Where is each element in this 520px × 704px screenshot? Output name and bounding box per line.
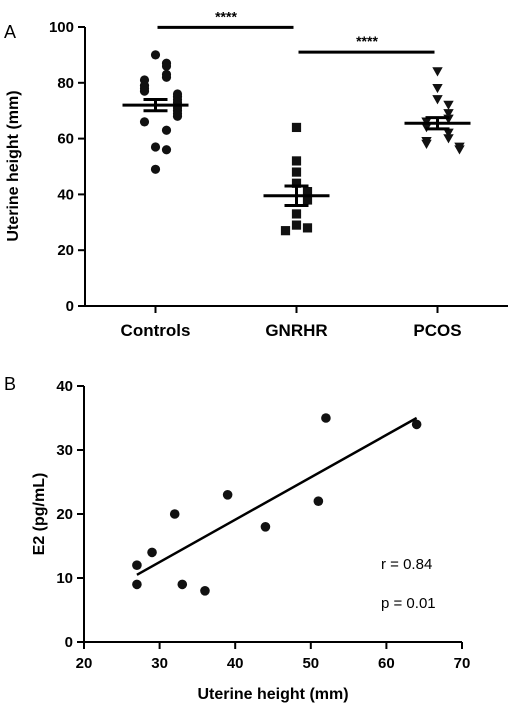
panel-a-point bbox=[443, 109, 454, 119]
annotation-r: r = 0.84 bbox=[381, 556, 432, 573]
panel-a-point bbox=[454, 145, 465, 155]
panel-b-point bbox=[132, 579, 142, 590]
panel-a-significance-label: **** bbox=[356, 33, 378, 49]
panel-b-point bbox=[147, 547, 157, 558]
panel-b-x-tick-label: 30 bbox=[151, 655, 168, 672]
panel-a-category-label: GNRHR bbox=[265, 321, 327, 340]
panel-a-y-tick-label: 100 bbox=[49, 19, 74, 36]
panel-a-y-axis-title: Uterine height (mm) bbox=[5, 90, 22, 241]
panel-a-point bbox=[443, 100, 454, 110]
panel-a-point bbox=[302, 187, 313, 197]
panel-a-point bbox=[161, 72, 172, 82]
panel-a-point bbox=[139, 86, 150, 96]
panel-a-point bbox=[432, 83, 443, 94]
panel-letter-a: A bbox=[4, 22, 16, 42]
panel-a-point bbox=[432, 67, 443, 77]
panel-a-point bbox=[302, 195, 313, 205]
panel-a-significance-label: **** bbox=[215, 8, 237, 24]
panel-b: 0 10 20 30 40 20 30 40 50 60 70 bbox=[56, 378, 470, 672]
panel-a-y-tick-label: 0 bbox=[66, 298, 74, 315]
panel-a-point bbox=[432, 95, 443, 105]
panel-a-y-tick-label: 40 bbox=[57, 186, 74, 203]
panel-a-point bbox=[291, 156, 302, 166]
panel-a-y-tick-label: 80 bbox=[57, 75, 74, 92]
panel-b-point bbox=[260, 522, 271, 532]
panel-b-y-tick-label: 40 bbox=[56, 378, 73, 395]
panel-b-point bbox=[411, 419, 422, 430]
panel-b-point bbox=[169, 509, 180, 519]
panel-a-point bbox=[172, 111, 183, 121]
panel-b-point bbox=[177, 579, 188, 590]
panel-b-point bbox=[313, 496, 324, 507]
panel-a-point bbox=[139, 117, 150, 127]
panel-b-x-tick-label: 70 bbox=[454, 655, 471, 672]
panel-b-x-tick-label: 50 bbox=[302, 655, 319, 672]
panel-a-point bbox=[150, 50, 161, 60]
panel-a-point bbox=[161, 61, 172, 71]
panel-letter-b: B bbox=[4, 374, 16, 394]
panel-b-x-tick-label: 40 bbox=[227, 655, 244, 672]
panel-a-y-tick-label: 60 bbox=[57, 131, 74, 148]
panel-a-point bbox=[280, 226, 291, 236]
panel-a-point bbox=[443, 134, 454, 144]
panel-a-point bbox=[421, 139, 432, 149]
panel-a-y-tick-label: 20 bbox=[57, 242, 74, 259]
panel-a-point bbox=[161, 125, 172, 135]
panel-a-point bbox=[291, 178, 302, 188]
panel-a-point bbox=[291, 167, 302, 177]
panel-b-point bbox=[200, 586, 210, 596]
panel-b-y-tick-label: 30 bbox=[56, 442, 73, 459]
annotation-p: p = 0.01 bbox=[381, 595, 436, 612]
panel-a-category-label: Controls bbox=[121, 321, 191, 340]
panel-b-x-tick-label: 20 bbox=[76, 655, 93, 672]
panel-a-point bbox=[150, 142, 161, 152]
panel-b-point bbox=[132, 560, 142, 570]
panel-a-point bbox=[291, 122, 302, 133]
panel-b-y-tick-label: 20 bbox=[56, 506, 73, 523]
panel-a-point bbox=[291, 209, 302, 219]
panel-a-point bbox=[302, 223, 313, 233]
panel-b-y-axis-title: E2 (pg/mL) bbox=[31, 473, 48, 556]
panel-a-point bbox=[161, 145, 172, 155]
panel-a-point bbox=[291, 220, 302, 230]
panel-b-y-tick-label: 0 bbox=[65, 634, 73, 651]
panel-a-category-label: PCOS bbox=[413, 321, 461, 340]
panel-b-point bbox=[222, 490, 233, 500]
panel-b-y-tick-label: 10 bbox=[56, 570, 73, 587]
panel-b-x-axis-title: Uterine height (mm) bbox=[197, 686, 348, 703]
panel-a-point bbox=[150, 164, 161, 174]
panel-a: 0 20 40 60 80 100 Controls GNRHR PCOS **** **** bbox=[49, 8, 508, 340]
panel-b-point bbox=[321, 413, 331, 423]
panel-a-point bbox=[443, 128, 454, 138]
panel-b-regression-line bbox=[136, 416, 418, 576]
panel-b-x-tick-label: 60 bbox=[378, 655, 395, 672]
